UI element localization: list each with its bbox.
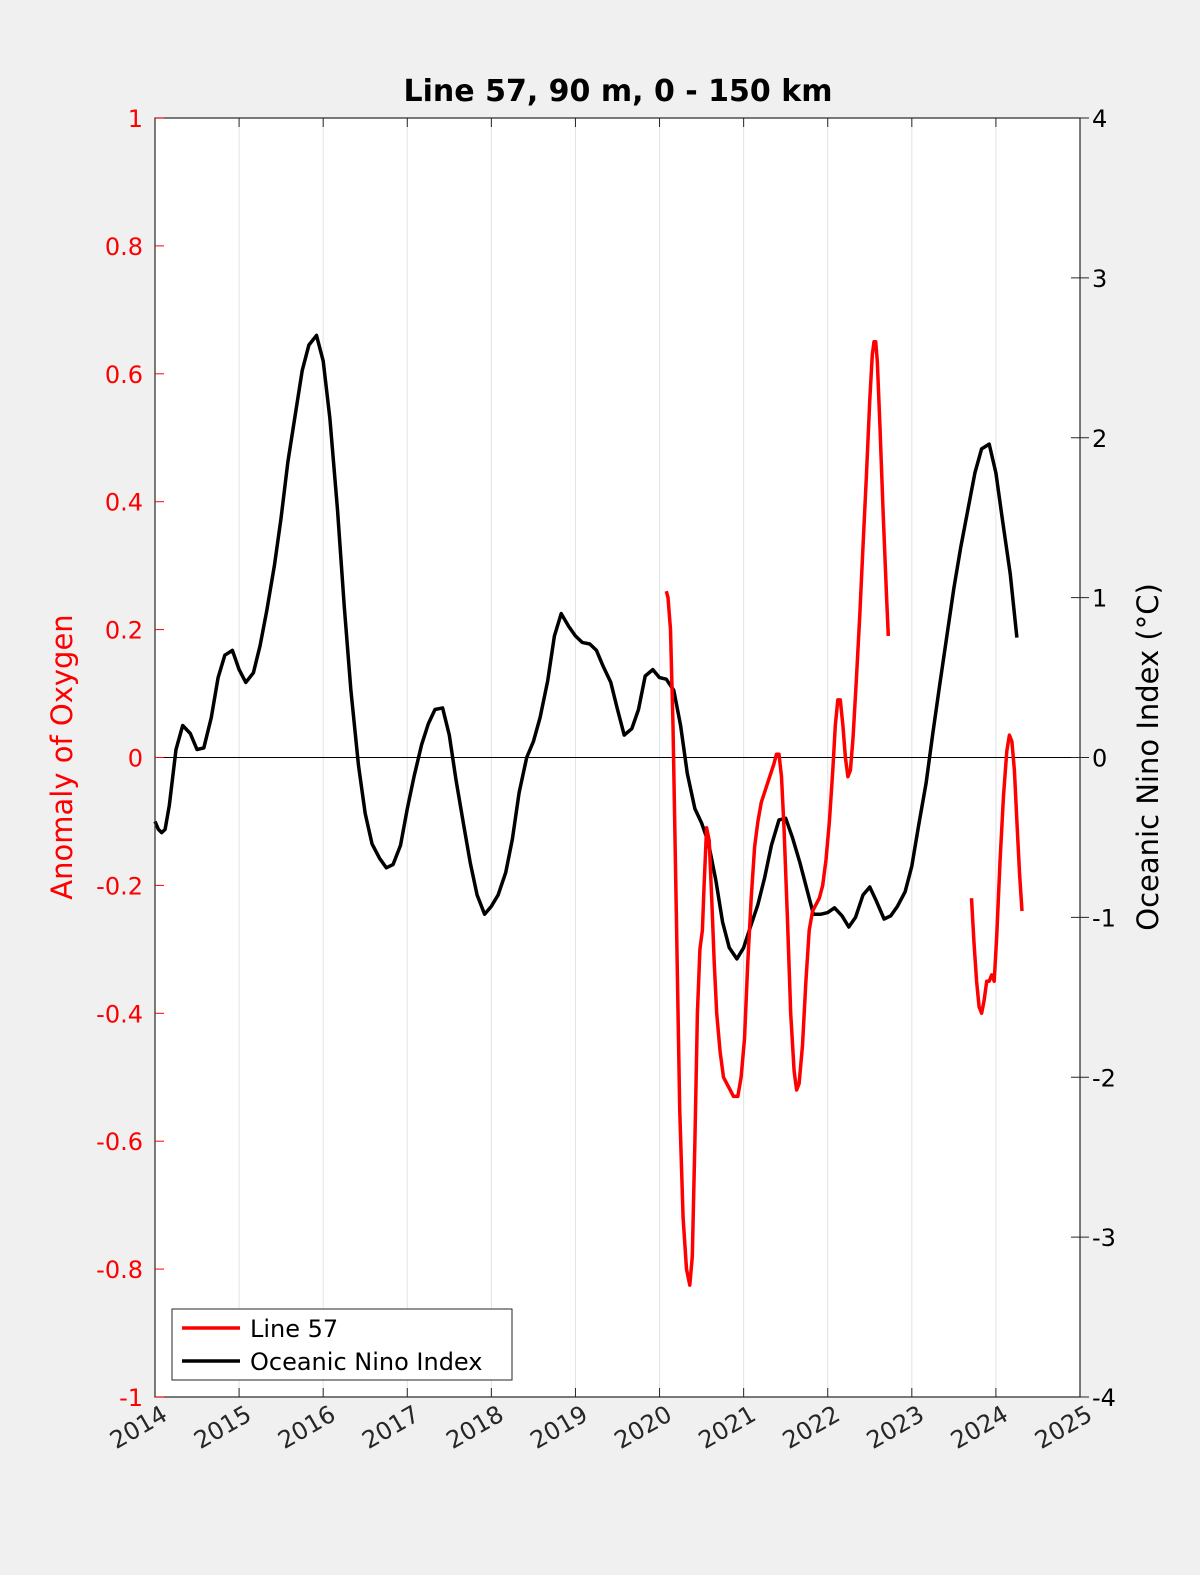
y-left-tick-label: 0.4 (105, 489, 143, 517)
series-line-line57-segment-2 (969, 733, 1024, 1016)
y-left-tick-label: -0.6 (96, 1128, 143, 1156)
series-line-oni (153, 333, 1019, 961)
x-tick-label: 2019 (526, 1400, 593, 1455)
y-right-tick-label: -4 (1092, 1384, 1116, 1412)
y-right-tick-label: -3 (1092, 1224, 1116, 1252)
x-tick-label: 2023 (862, 1400, 929, 1455)
y-right-tick-label: 4 (1092, 105, 1107, 133)
chart-title: Line 57, 90 m, 0 - 150 km (404, 74, 833, 109)
x-tick-marks (154, 118, 1081, 1397)
x-tick-label: 2018 (441, 1400, 508, 1455)
y-left-tick-label: -0.8 (96, 1256, 143, 1284)
series-line-line57-segment-1 (664, 340, 891, 1287)
x-tick-label: 2015 (189, 1400, 256, 1455)
y-right-tick-label: -2 (1092, 1064, 1116, 1092)
y-left-tick-label: 0.2 (105, 617, 143, 645)
y-right-tick-label: 1 (1092, 585, 1107, 613)
x-tick-labels: 2014 2015 2016 2017 2018 2019 2020 2021 2022 2023… (105, 1400, 1097, 1455)
y-left-tick-label: 0.6 (105, 361, 143, 389)
y-right-tick-marks (1071, 117, 1089, 1398)
legend-box (171, 1308, 513, 1381)
series-layer (153, 333, 1024, 1287)
y-left-tick-marks (155, 117, 164, 1398)
legend-label-line57: Line 57 (250, 1315, 338, 1343)
y-right-tick-label: 3 (1092, 265, 1107, 293)
y-left-tick-label: -1 (119, 1384, 143, 1412)
y-left-tick-label: -0.4 (96, 1000, 143, 1028)
x-tick-label: 2022 (778, 1400, 845, 1455)
y-right-tick-label: 2 (1092, 425, 1107, 453)
y-left-tick-label: 0.8 (105, 233, 143, 261)
x-tick-label: 2016 (273, 1400, 340, 1455)
x-tick-label: 2017 (357, 1400, 424, 1455)
y-right-tick-label: 0 (1092, 745, 1107, 773)
y-left-tick-label: 0 (128, 745, 143, 773)
x-tick-label: 2024 (946, 1400, 1013, 1455)
x-tick-label: 2021 (694, 1400, 761, 1455)
legend: Line 57 Oceanic Nino Index (171, 1308, 513, 1381)
y-left-tick-labels: 1 0.8 0.6 0.4 0.2 0 -0.2 -0.4 -0.6 -0.8 -1 (96, 105, 143, 1412)
y-left-tick-label: -0.2 (96, 872, 143, 900)
x-tick-label: 2020 (610, 1400, 677, 1455)
y-right-tick-label: -1 (1092, 904, 1116, 932)
legend-label-oni: Oceanic Nino Index (250, 1348, 482, 1376)
y-right-axis-label: Oceanic Nino Index (°C) (1131, 583, 1165, 931)
y-left-axis-label: Anomaly of Oxygen (45, 614, 79, 899)
x-tick-label: 2025 (1030, 1400, 1097, 1455)
y-right-tick-labels: 4 3 2 1 0 -1 -2 -3 -4 (1092, 105, 1116, 1412)
y-left-tick-label: 1 (128, 105, 143, 133)
